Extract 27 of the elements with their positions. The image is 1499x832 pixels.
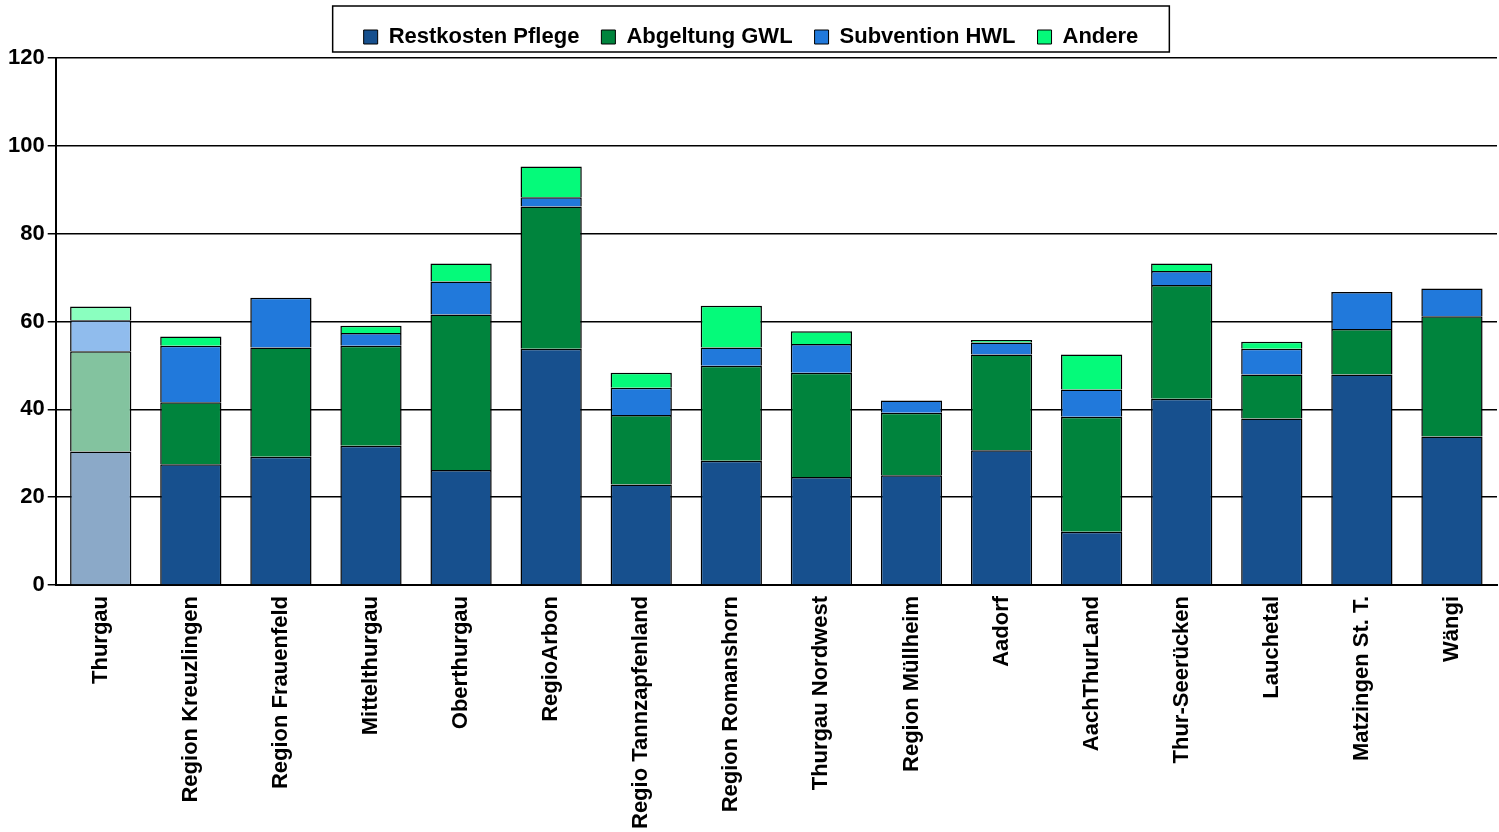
x-tick-label: Matzingen St. T. xyxy=(1347,595,1373,761)
x-tick-label: Lauchetal xyxy=(1257,595,1283,699)
x-tick-label: AachThurLand xyxy=(1077,595,1103,752)
x-tick-label: Oberthurgau xyxy=(447,595,473,730)
y-tick-label: 100 xyxy=(7,131,45,157)
x-tick-label: Region Romanshorn xyxy=(717,595,743,813)
x-tick-label: Wängi xyxy=(1438,595,1464,662)
x-tick-label: Regio Tannzapfenland xyxy=(627,595,653,830)
y-tick-label: 40 xyxy=(20,395,45,421)
x-tick-label: Region Kreuzlingen xyxy=(176,595,202,803)
x-tick-label: Region Frauenfeld xyxy=(266,595,292,790)
legend-label: Abgeltung GWL xyxy=(626,23,793,49)
x-tick-label: Region Müllheim xyxy=(897,595,923,772)
x-tick-label: Thur-Seerücken xyxy=(1167,595,1193,764)
x-tick-label: Aadorf xyxy=(987,595,1013,667)
legend-label: Subvention HWL xyxy=(839,23,1016,49)
y-tick-label: 0 xyxy=(32,571,45,597)
legend-label: Andere xyxy=(1062,23,1139,49)
x-tick-label: RegioArbon xyxy=(537,595,563,722)
y-tick-label: 80 xyxy=(20,219,45,245)
y-tick-label: 20 xyxy=(20,483,45,509)
x-tick-label: Mittelthurgau xyxy=(357,595,383,736)
x-tick-label: Thurgau xyxy=(86,595,112,684)
legend-label: Restkosten Pflege xyxy=(388,23,580,49)
x-tick-label: Thurgau Nordwest xyxy=(807,595,833,791)
y-tick-label: 60 xyxy=(20,307,45,333)
y-tick-label: 120 xyxy=(7,44,45,70)
